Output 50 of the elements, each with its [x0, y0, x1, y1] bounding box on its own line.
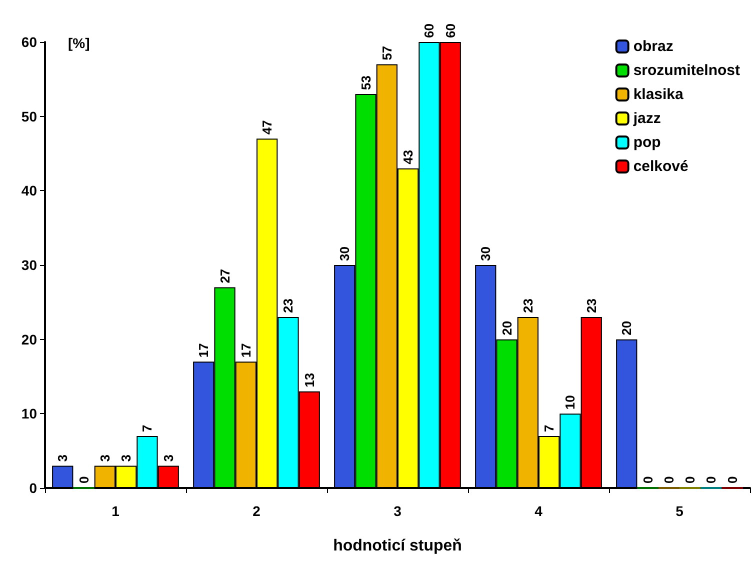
data-label: 20 — [619, 320, 634, 336]
x-axis-title: hodnoticí stupeň — [333, 538, 462, 554]
y-tick-label: 10 — [21, 406, 38, 422]
x-tick-label: 4 — [534, 503, 543, 519]
legend-label: klasika — [633, 86, 684, 103]
data-label: 3 — [118, 454, 134, 462]
y-tick-label: 50 — [21, 108, 38, 124]
y-tick-label: 60 — [21, 34, 38, 50]
data-label: 20 — [499, 320, 514, 336]
data-label: 13 — [302, 372, 317, 388]
data-label: 23 — [584, 298, 599, 314]
legend-label: obraz — [633, 38, 674, 55]
x-tick-label: 3 — [394, 503, 402, 519]
data-label: 23 — [520, 298, 536, 314]
x-tick-label: 5 — [676, 503, 684, 519]
data-label: 0 — [704, 476, 719, 484]
data-label: 17 — [238, 343, 254, 358]
data-label: 3 — [160, 454, 176, 462]
data-label: 57 — [379, 46, 394, 60]
data-label: 0 — [682, 476, 698, 484]
y-tick-label: 20 — [21, 331, 38, 348]
y-axis-title: [%] — [68, 35, 90, 51]
data-label: 27 — [217, 268, 232, 284]
legend-label: jazz — [632, 110, 661, 127]
data-label: 53 — [358, 76, 374, 90]
y-tick-label: 30 — [21, 257, 38, 273]
data-label: 30 — [478, 246, 494, 261]
legend-label: pop — [633, 134, 661, 151]
data-label: 30 — [337, 246, 352, 261]
data-label: 0 — [724, 476, 740, 484]
data-label: 47 — [260, 120, 275, 135]
data-label: 10 — [562, 395, 578, 410]
data-label: 60 — [442, 24, 458, 38]
legend-label: srozumitelnost — [633, 62, 740, 79]
data-label: 3 — [97, 454, 112, 462]
x-tick-label: 1 — [112, 503, 120, 519]
y-tick-label: 0 — [29, 480, 38, 496]
x-tick-label: 2 — [252, 503, 261, 519]
data-label: 60 — [422, 24, 437, 38]
data-label: 7 — [542, 424, 557, 432]
data-label: 43 — [400, 150, 416, 164]
data-label: 23 — [280, 298, 296, 314]
y-tick-label: 40 — [21, 182, 38, 199]
data-label: 7 — [140, 424, 155, 432]
data-label: 3 — [55, 454, 70, 462]
legend-label: celkové — [633, 158, 688, 175]
data-label: 0 — [76, 476, 92, 484]
data-label: 0 — [661, 476, 676, 484]
data-label: 17 — [196, 343, 212, 358]
data-label: 0 — [640, 476, 656, 484]
